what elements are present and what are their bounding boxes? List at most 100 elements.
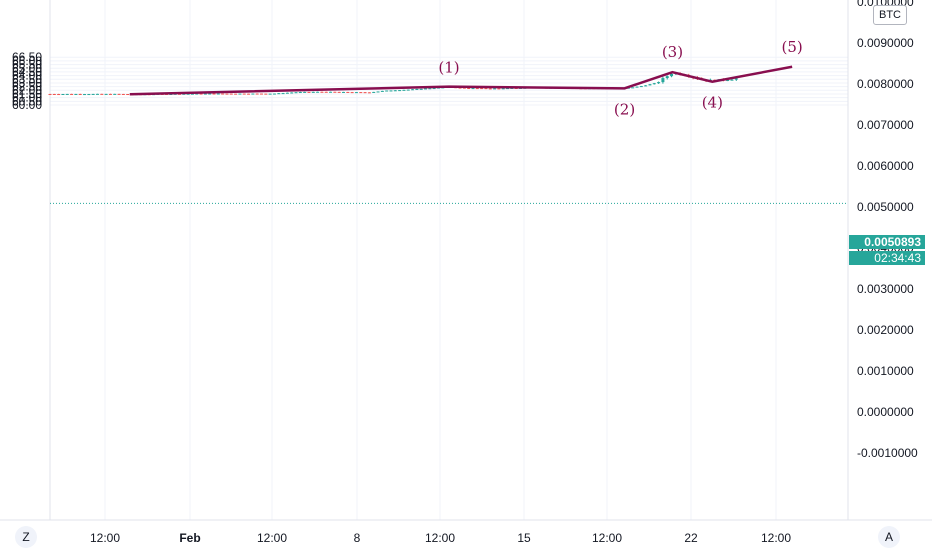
candle-body <box>221 93 225 95</box>
candle-body <box>665 76 669 79</box>
zoom-button[interactable]: Z <box>15 526 37 548</box>
wave-label: (4) <box>702 94 723 112</box>
candle-body <box>635 86 639 88</box>
currency-badge[interactable]: BTC <box>873 5 907 25</box>
left-price-axis[interactable]: 60.0060.5061.0061.5062.0062.5063.0063.50… <box>12 50 42 112</box>
candle-body <box>74 93 78 95</box>
right-tick-label: 0.0050000 <box>857 200 914 214</box>
candle-body <box>415 88 419 90</box>
candle-body <box>639 86 643 88</box>
candle-body <box>70 93 74 95</box>
time-tick-label: 22 <box>684 531 698 545</box>
right-price-axis[interactable]: -0.0010000 0.0000000 0.0010000 0.0020000 0.0… <box>857 0 918 460</box>
time-tick-label: 12:00 <box>761 531 791 545</box>
candle-body <box>324 91 328 93</box>
candle-body <box>316 91 320 93</box>
candle-body <box>242 93 246 95</box>
candle-body <box>57 94 61 96</box>
candle-body <box>268 93 272 95</box>
candle-body <box>78 93 82 95</box>
candle-body <box>475 88 479 90</box>
left-tick-label: 66.50 <box>12 50 42 64</box>
candle-body <box>428 88 432 90</box>
candle-body <box>480 88 484 90</box>
candle-body <box>333 91 337 93</box>
wave-label: (3) <box>662 43 683 61</box>
candle-body <box>195 93 199 95</box>
candle-body <box>320 91 324 93</box>
candle-body <box>104 93 108 95</box>
candle-body <box>199 93 203 95</box>
time-axis[interactable]: 12:00 Feb 12:00 8 12:00 15 12:00 22 12:00 <box>90 531 791 545</box>
elliott-wave: (1) (2) (3) (4) (5) <box>129 38 803 118</box>
candle-body <box>52 93 56 95</box>
candle-body <box>298 92 302 94</box>
time-tick-label: 8 <box>354 531 361 545</box>
left-tick-label: 66.00 <box>12 54 42 68</box>
wave-line <box>129 65 793 96</box>
candle-body <box>190 93 194 95</box>
left-tick-label: 60.00 <box>12 98 42 112</box>
candle-body <box>376 91 380 93</box>
candle-body <box>467 88 471 90</box>
right-tick-label: 0.0070000 <box>857 118 914 132</box>
candle-body <box>203 93 207 95</box>
left-tick-label: 62.50 <box>12 80 42 94</box>
right-tick-label: -0.0010000 <box>857 446 918 460</box>
right-tick-label: 0.0080000 <box>857 77 914 91</box>
time-tick-label: 12:00 <box>425 531 455 545</box>
candle-body <box>83 94 87 96</box>
candle-body <box>363 92 367 94</box>
candle-body <box>225 93 229 95</box>
left-tick-label: 62.00 <box>12 83 42 97</box>
candle-body <box>501 88 505 90</box>
candle-body <box>354 92 358 94</box>
countdown-label: 02:34:43 <box>849 251 925 265</box>
candle-body <box>208 93 212 95</box>
candle-body <box>285 92 289 94</box>
right-tick-label: 0.0020000 <box>857 323 914 337</box>
candle-body <box>255 93 259 95</box>
candle-body <box>350 92 354 94</box>
candle-body <box>91 93 95 95</box>
left-tick-label: 64.00 <box>12 69 42 83</box>
candle-body <box>359 92 363 94</box>
candle-body <box>108 93 112 95</box>
right-tick-label: 0.0090000 <box>857 36 914 50</box>
candle-body <box>346 91 350 93</box>
candle-body <box>303 91 307 93</box>
candle-body <box>385 90 389 92</box>
candle-body <box>307 91 311 93</box>
candle-body <box>113 93 117 95</box>
left-tick-label: 65.00 <box>12 61 42 75</box>
candle-body <box>264 93 268 95</box>
candle-body <box>734 78 738 80</box>
candle-body <box>471 88 475 90</box>
candle-body <box>182 93 186 95</box>
candle-body <box>65 93 69 95</box>
left-tick-label: 64.50 <box>12 65 42 79</box>
time-tick-label: 15 <box>517 531 531 545</box>
candle-body <box>177 93 181 95</box>
candle-body <box>432 88 436 90</box>
candle-body <box>393 90 397 92</box>
candle-body <box>670 73 674 77</box>
candle-body <box>506 88 510 90</box>
candle-body <box>497 88 501 90</box>
time-tick-label: 12:00 <box>592 531 622 545</box>
candle-body <box>294 92 298 94</box>
right-tick-label: 0.0030000 <box>857 282 914 296</box>
left-tick-label: 63.50 <box>12 72 42 86</box>
candle-body <box>488 88 492 90</box>
candle-body <box>484 88 488 90</box>
candle-body <box>251 93 255 95</box>
candle-body <box>311 91 315 93</box>
candle-body <box>234 93 238 95</box>
candle-body <box>644 85 648 87</box>
auto-scale-button[interactable]: A <box>878 526 900 548</box>
grid <box>0 0 932 521</box>
candle-body <box>117 93 121 95</box>
